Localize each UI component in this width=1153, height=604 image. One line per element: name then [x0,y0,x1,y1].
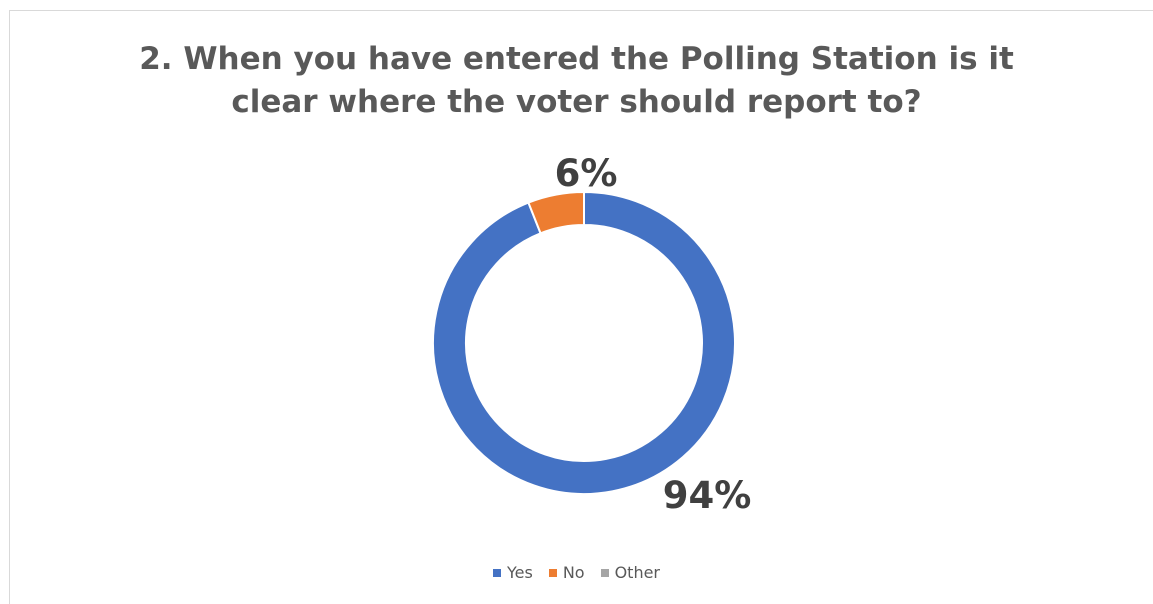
legend-item-other: Other [600,563,661,582]
chart-title-line-1: 2. When you have entered the Polling Sta… [139,41,1014,77]
chart-legend: Yes No Other [0,563,1153,582]
slice-no [527,190,585,235]
legend-label-no: No [562,563,585,582]
legend-swatch-no [548,568,557,577]
doughnut-slices [432,190,736,495]
data-label-no: 6% [555,152,618,195]
chart-frame [9,10,1153,604]
slice-yes [432,190,736,495]
legend-label-other: Other [614,563,661,582]
legend-swatch-yes [492,568,501,577]
chart-title: 2. When you have entered the Polling Sta… [0,38,1153,124]
legend-item-no: No [548,563,585,582]
legend-item-yes: Yes [492,563,533,582]
chart-title-line-2: clear where the voter should report to? [231,84,922,120]
data-label-yes: 94% [663,474,752,517]
legend-swatch-other [600,568,609,577]
legend-label-yes: Yes [506,563,533,582]
